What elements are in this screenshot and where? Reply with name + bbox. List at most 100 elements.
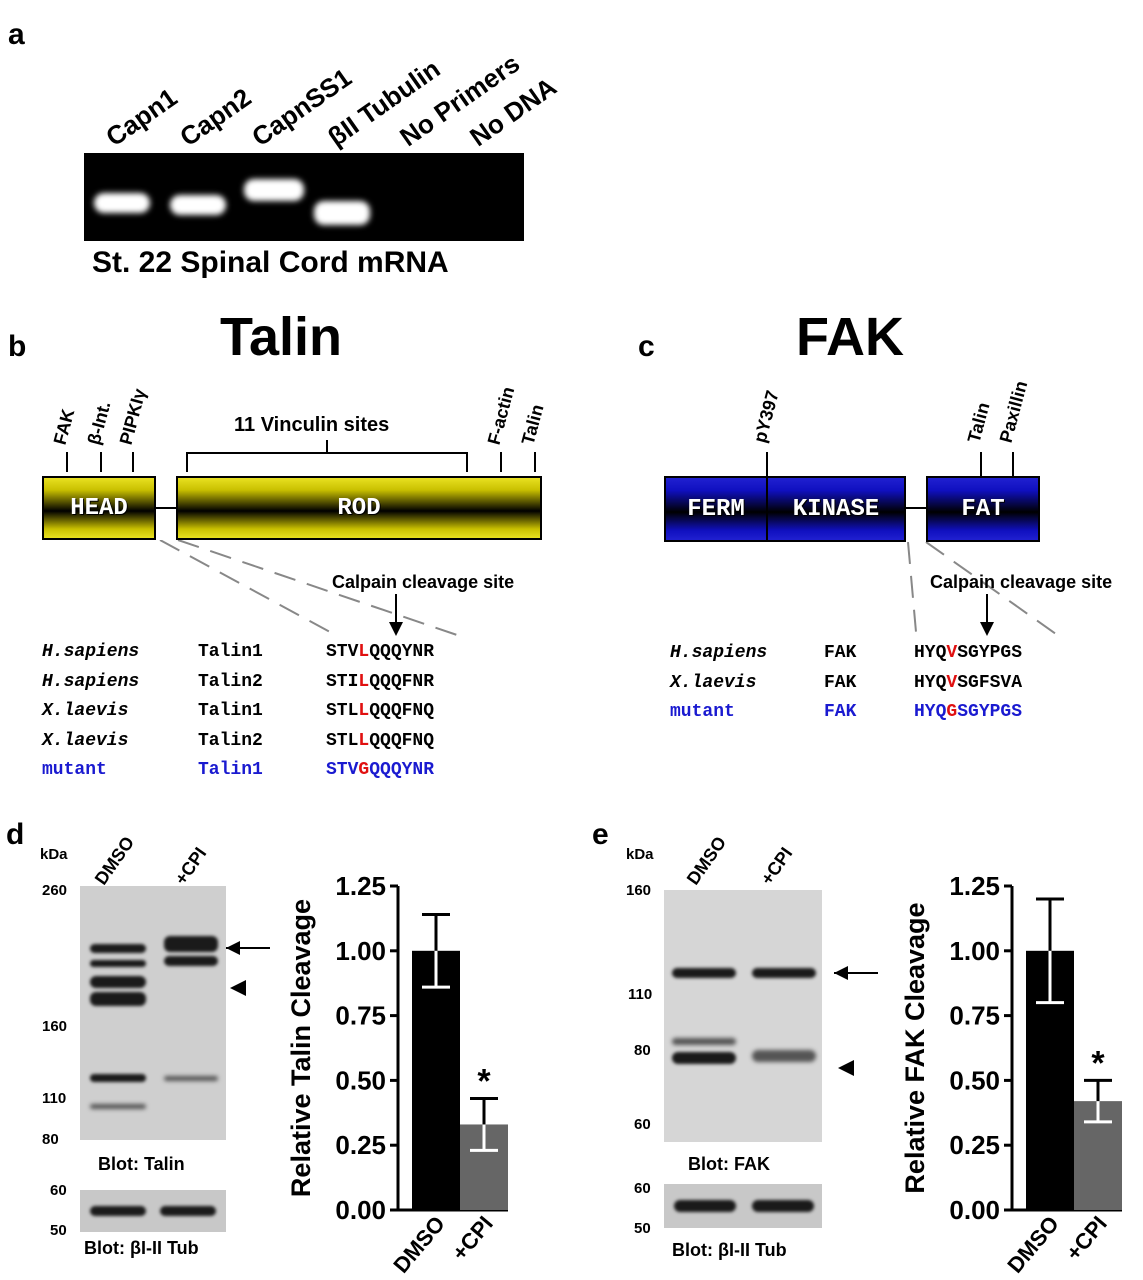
full-length-arrow xyxy=(226,947,270,949)
sequence: STLLQQQFNQ xyxy=(326,701,434,721)
species-name: X.laevis xyxy=(42,730,129,751)
site-tick xyxy=(66,452,68,472)
x-tick-label: DMSO xyxy=(1002,1211,1064,1278)
x-tick-label: +CPI xyxy=(1061,1211,1112,1265)
mw-marker: 80 xyxy=(42,1131,59,1148)
sequence-post: QQQFNQ xyxy=(369,730,435,751)
y-tick-label: 0.75 xyxy=(335,1001,386,1031)
calpain-site-label: Calpain cleavage site xyxy=(332,572,515,592)
gel-band xyxy=(170,195,226,215)
blot-band xyxy=(752,968,816,978)
sequence-mut: L xyxy=(358,642,370,662)
cleaved-arrowhead-icon xyxy=(838,1060,854,1076)
sequence: STILQQQFNR xyxy=(326,672,434,692)
panel-d-label: d xyxy=(6,818,25,851)
site-tick xyxy=(766,452,768,476)
sequence-mut: G xyxy=(358,760,370,780)
blot-band xyxy=(752,1200,814,1212)
sequence-post: QQQYNR xyxy=(369,642,435,662)
sequence-pre: STL xyxy=(326,701,359,721)
species-name: mutant xyxy=(670,702,735,722)
mw-marker: 160 xyxy=(626,882,652,899)
sequence-mut: V xyxy=(946,643,958,663)
lane-label: Capn1 xyxy=(100,82,183,153)
talin-title: Talin xyxy=(220,307,343,367)
talin-western-blot xyxy=(80,886,226,1140)
vinculin-bracket-mid xyxy=(326,440,328,452)
arrow-left-icon xyxy=(834,966,848,980)
blot-label: Blot: βI-II Tub xyxy=(672,1240,787,1260)
sequence-pre: HYQ xyxy=(914,643,947,663)
cleaved-arrowhead-icon xyxy=(230,980,246,996)
protein-name: FAK xyxy=(824,702,857,722)
binding-site-label: FAK xyxy=(49,406,79,447)
species-name: H.sapiens xyxy=(42,642,140,662)
mw-marker: 80 xyxy=(634,1042,651,1059)
lane-label: Capn2 xyxy=(174,82,257,153)
species-name: X.laevis xyxy=(42,701,129,721)
sequence-post: QQQFNR xyxy=(369,671,435,692)
talin-cleavage-chart: 0.00 0.25 0.50 0.75 1.00 1.25 Relative Talin C… xyxy=(286,871,508,1278)
binding-site-label: F-actin xyxy=(483,384,519,447)
binding-site-label: Paxillin xyxy=(995,378,1032,445)
sequence-mut: L xyxy=(358,701,370,721)
binding-site-label: PIPKIγ xyxy=(115,386,150,447)
y-tick-label: 0.00 xyxy=(335,1195,386,1225)
vinculin-bracket-end xyxy=(466,452,468,472)
cleavage-arrow xyxy=(395,594,397,630)
binding-site-label: β-Int. xyxy=(83,399,115,447)
panel-b-label: b xyxy=(8,330,27,363)
blot-band xyxy=(164,1076,218,1081)
site-tick xyxy=(500,452,502,472)
blot-band xyxy=(90,944,146,953)
vinculin-bracket xyxy=(186,452,466,454)
domain-linker xyxy=(155,507,177,509)
rod-domain: ROD xyxy=(176,476,542,540)
panel-c-label: c xyxy=(638,330,655,363)
cleavage-arrow xyxy=(986,594,988,630)
sequence-post: QQQFNQ xyxy=(369,701,435,721)
sequence: STLLQQQFNQ xyxy=(326,731,434,751)
significance-star: * xyxy=(1091,1044,1105,1082)
significance-star: * xyxy=(477,1063,491,1101)
sequence-pre: HYQ xyxy=(914,702,947,722)
kda-label: kDa xyxy=(626,846,654,863)
site-tick xyxy=(980,452,982,476)
bar xyxy=(412,950,460,1210)
lane-label: +CPI xyxy=(756,843,797,889)
blot-band xyxy=(674,1200,736,1212)
y-tick-label: 0.25 xyxy=(949,1130,1000,1160)
sequence-post: SGYPGS xyxy=(957,643,1023,663)
y-tick-label: 1.25 xyxy=(949,871,1000,901)
sequence-mut: L xyxy=(358,671,370,692)
species-name: mutant xyxy=(42,760,107,780)
x-tick-label: DMSO xyxy=(388,1211,450,1278)
species-name: H.sapiens xyxy=(42,671,140,692)
mw-marker: 260 xyxy=(42,882,68,899)
arrow-left-icon xyxy=(226,941,240,955)
blot-band xyxy=(672,1052,736,1064)
site-tick xyxy=(132,452,134,472)
y-tick-label: 0.25 xyxy=(335,1130,386,1160)
gel-band xyxy=(314,201,370,225)
sequence-post: SGYPGS xyxy=(957,702,1023,722)
blot-label: Blot: βI-II Tub xyxy=(84,1238,199,1258)
y-tick-label: 1.00 xyxy=(335,936,386,966)
y-tick-label: 0.50 xyxy=(335,1065,386,1095)
site-tick xyxy=(534,452,536,472)
sequence: HYQGSGYPGS xyxy=(914,702,1022,722)
zoom-lines xyxy=(159,540,461,637)
protein-name: FAK xyxy=(824,672,857,693)
lane-label: DMSO xyxy=(682,832,731,889)
blot-band xyxy=(90,960,146,967)
mw-marker: 50 xyxy=(50,1222,67,1239)
mw-marker: 50 xyxy=(634,1220,651,1237)
sequence-mut: V xyxy=(946,672,958,693)
fat-domain: FAT xyxy=(926,476,1040,542)
site-tick xyxy=(100,452,102,472)
full-length-arrow xyxy=(834,972,878,974)
mw-marker: 110 xyxy=(628,986,653,1003)
y-axis-label: Relative FAK Cleavage xyxy=(900,902,930,1193)
agarose-gel xyxy=(84,153,524,241)
protein-name: Talin1 xyxy=(198,701,263,721)
